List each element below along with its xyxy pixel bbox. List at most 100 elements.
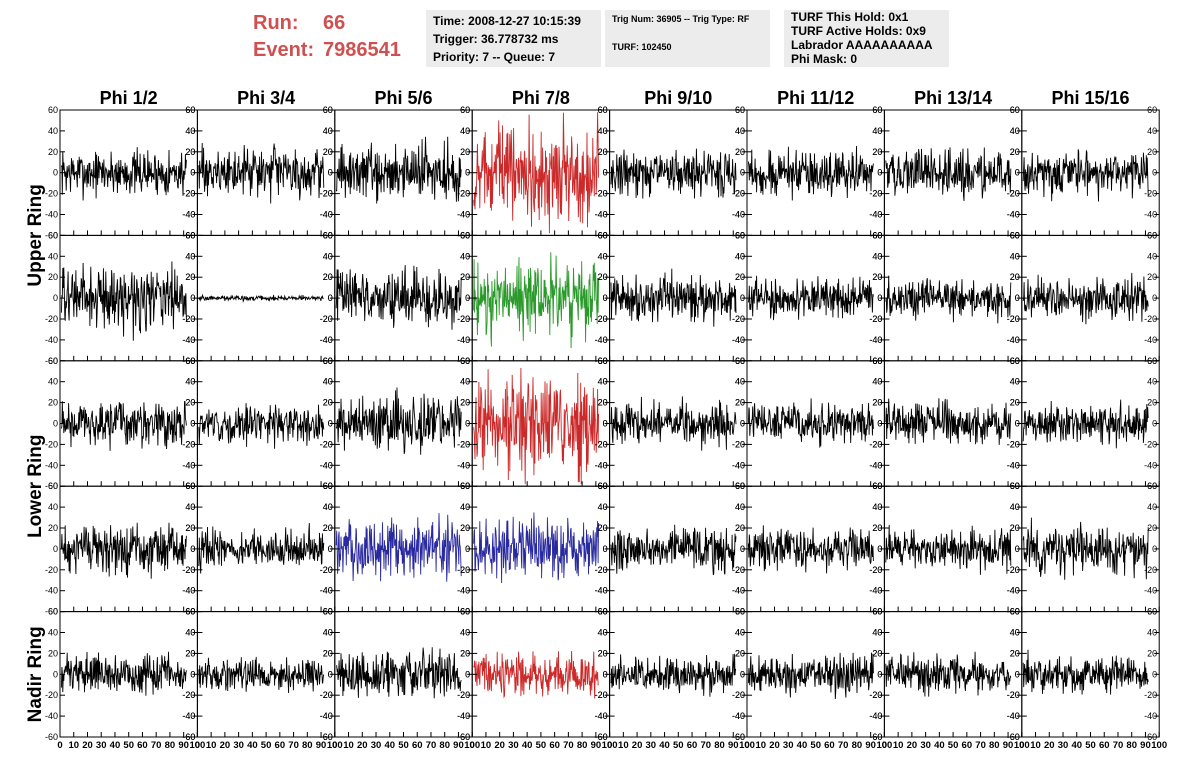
ring-label: Upper Ring xyxy=(25,184,46,286)
x-tick-label: 40 xyxy=(797,740,808,751)
y-tick-label: -20 xyxy=(182,189,195,199)
y-tick-label: -20 xyxy=(732,565,745,575)
y-tick-label: 20 xyxy=(460,272,470,282)
x-tick-label: 40 xyxy=(659,740,670,751)
y-tick-label: 40 xyxy=(598,502,608,512)
y-tick-label: -40 xyxy=(45,460,58,470)
x-tick-label: 10 xyxy=(68,740,79,751)
y-tick-label: 0 xyxy=(328,669,333,679)
y-tick-label: 0 xyxy=(465,419,470,429)
y-tick-label: -40 xyxy=(320,711,333,721)
y-tick-label: 60 xyxy=(185,481,195,491)
y-tick-label: -20 xyxy=(869,314,882,324)
y-tick-label: 40 xyxy=(185,377,195,387)
x-tick-label: 100 xyxy=(327,740,343,751)
waveform-trace xyxy=(60,651,187,696)
y-tick-label: 40 xyxy=(598,377,608,387)
y-tick-label: 40 xyxy=(1010,628,1020,638)
y-tick-label: -40 xyxy=(457,711,470,721)
y-tick-label: 20 xyxy=(323,398,333,408)
y-tick-label: 0 xyxy=(740,669,745,679)
x-tick-label: 70 xyxy=(700,740,711,751)
y-tick-label: 60 xyxy=(185,230,195,240)
y-tick-label: 40 xyxy=(185,628,195,638)
y-tick-label: 40 xyxy=(185,126,195,136)
y-tick-label: -20 xyxy=(45,690,58,700)
y-tick-label: 20 xyxy=(1147,648,1157,658)
y-tick-label: 40 xyxy=(1010,251,1020,261)
x-tick-label: 60 xyxy=(137,740,148,751)
y-tick-label: -40 xyxy=(320,586,333,596)
y-tick-label: 20 xyxy=(185,523,195,533)
y-tick-label: -40 xyxy=(320,460,333,470)
y-tick-label: 60 xyxy=(1010,230,1020,240)
y-tick-label: 0 xyxy=(190,168,195,178)
y-tick-label: -20 xyxy=(182,439,195,449)
y-tick-label: 40 xyxy=(323,628,333,638)
y-tick-label: 20 xyxy=(323,272,333,282)
y-tick-label: 0 xyxy=(877,544,882,554)
time-text: Time: 2008-12-27 10:15:39 xyxy=(433,14,581,28)
x-tick-label: 80 xyxy=(989,740,1000,751)
y-tick-label: -20 xyxy=(869,189,882,199)
y-tick-label: 40 xyxy=(1147,628,1157,638)
y-tick-label: 40 xyxy=(1010,377,1020,387)
y-tick-label: -20 xyxy=(595,439,608,449)
y-tick-label: 0 xyxy=(1152,669,1157,679)
y-tick-label: 20 xyxy=(460,398,470,408)
x-tick-label: 60 xyxy=(412,740,423,751)
y-tick-label: 20 xyxy=(185,398,195,408)
y-tick-label: -40 xyxy=(182,210,195,220)
y-tick-label: -20 xyxy=(45,565,58,575)
x-tick-label: 40 xyxy=(522,740,533,751)
y-tick-label: -60 xyxy=(182,732,195,742)
y-tick-label: 60 xyxy=(1010,481,1020,491)
y-tick-label: -20 xyxy=(595,314,608,324)
y-tick-label: 60 xyxy=(323,356,333,366)
y-tick-label: -60 xyxy=(45,732,58,742)
y-tick-label: 20 xyxy=(598,648,608,658)
y-tick-label: 0 xyxy=(328,419,333,429)
y-tick-label: 20 xyxy=(1010,272,1020,282)
x-tick-label: 30 xyxy=(783,740,794,751)
y-tick-label: 60 xyxy=(598,105,608,115)
y-tick-label: -60 xyxy=(45,230,58,240)
y-tick-label: -20 xyxy=(1007,565,1020,575)
y-tick-label: 0 xyxy=(1152,419,1157,429)
y-tick-label: 40 xyxy=(323,377,333,387)
y-tick-label: 20 xyxy=(872,147,882,157)
y-tick-label: 0 xyxy=(1015,168,1020,178)
y-tick-label: 0 xyxy=(190,544,195,554)
turf-info-box: TURF This Hold: 0x1 TURF Active Holds: 0… xyxy=(784,10,949,67)
y-tick-label: -20 xyxy=(457,314,470,324)
y-tick-label: 40 xyxy=(872,126,882,136)
y-tick-label: 0 xyxy=(603,168,608,178)
y-tick-label: -20 xyxy=(182,565,195,575)
y-tick-label: 20 xyxy=(1010,648,1020,658)
y-tick-label: 60 xyxy=(48,356,58,366)
y-tick-label: 20 xyxy=(460,147,470,157)
y-tick-label: -20 xyxy=(457,189,470,199)
y-tick-label: -40 xyxy=(732,335,745,345)
y-tick-label: 60 xyxy=(1147,481,1157,491)
x-tick-label: 50 xyxy=(1085,740,1096,751)
y-tick-label: 0 xyxy=(877,419,882,429)
y-tick-label: -20 xyxy=(1007,189,1020,199)
y-tick-label: -60 xyxy=(457,732,470,742)
y-tick-label: 60 xyxy=(460,105,470,115)
x-tick-label: 80 xyxy=(439,740,450,751)
y-tick-label: 60 xyxy=(735,356,745,366)
y-tick-label: 40 xyxy=(323,377,333,387)
x-tick-label: 50 xyxy=(123,740,134,751)
y-tick-label: 0 xyxy=(603,544,608,554)
y-tick-label: 0 xyxy=(328,293,333,303)
y-tick-label: -40 xyxy=(457,586,470,596)
y-tick-label: 0 xyxy=(603,293,608,303)
y-tick-label: 20 xyxy=(735,272,745,282)
y-tick-label: 0 xyxy=(328,544,333,554)
y-tick-label: 0 xyxy=(1015,293,1020,303)
x-tick-label: 80 xyxy=(302,740,313,751)
y-tick-label: 0 xyxy=(603,669,608,679)
waveform-trace xyxy=(747,525,874,574)
y-tick-label: -20 xyxy=(732,690,745,700)
